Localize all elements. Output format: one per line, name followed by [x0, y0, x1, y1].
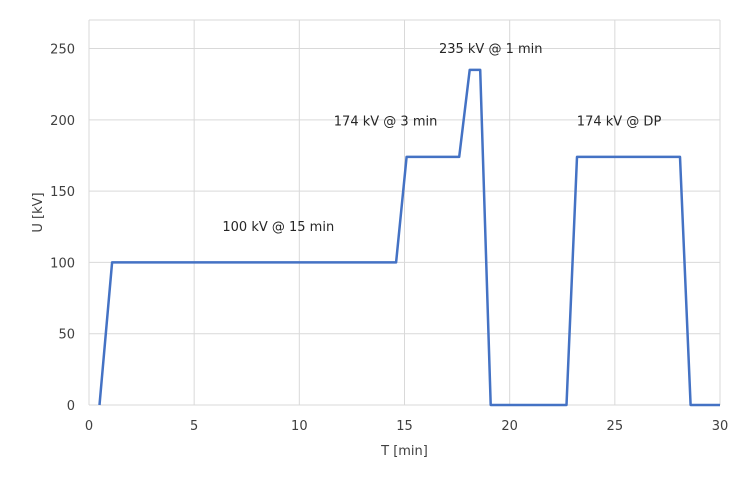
x-tick-label: 5 — [190, 419, 198, 434]
y-tick-label: 100 — [50, 256, 75, 271]
grid — [88, 19, 721, 406]
annotation-label: 174 kV @ DP — [577, 115, 662, 130]
y-tick-label: 0 — [67, 399, 75, 414]
x-tick-label: 10 — [291, 419, 308, 434]
tick-labels: 0 50 100 150 200 250 0 5 10 15 20 25 30 — [50, 43, 728, 434]
y-tick-label: 150 — [50, 185, 75, 200]
annotations: 100 kV @ 15 min 174 kV @ 3 min 235 kV @ 1 … — [222, 42, 661, 235]
y-tick-label: 250 — [50, 43, 75, 58]
annotation-label: 235 kV @ 1 min — [439, 42, 543, 57]
x-tick-label: 25 — [607, 419, 624, 434]
y-tick-label: 200 — [50, 114, 75, 129]
x-tick-label: 15 — [396, 419, 413, 434]
annotation-label: 100 kV @ 15 min — [222, 220, 334, 235]
annotation-label: 174 kV @ 3 min — [334, 115, 438, 130]
y-tick-label: 50 — [58, 328, 75, 343]
series-layer — [98, 68, 720, 407]
x-tick-label: 30 — [712, 419, 729, 434]
series-line — [98, 68, 720, 407]
x-tick-label: 0 — [85, 419, 93, 434]
x-tick-label: 20 — [501, 419, 518, 434]
y-axis-title: U [kV] — [31, 192, 46, 232]
x-axis-title: T [min] — [380, 444, 428, 459]
